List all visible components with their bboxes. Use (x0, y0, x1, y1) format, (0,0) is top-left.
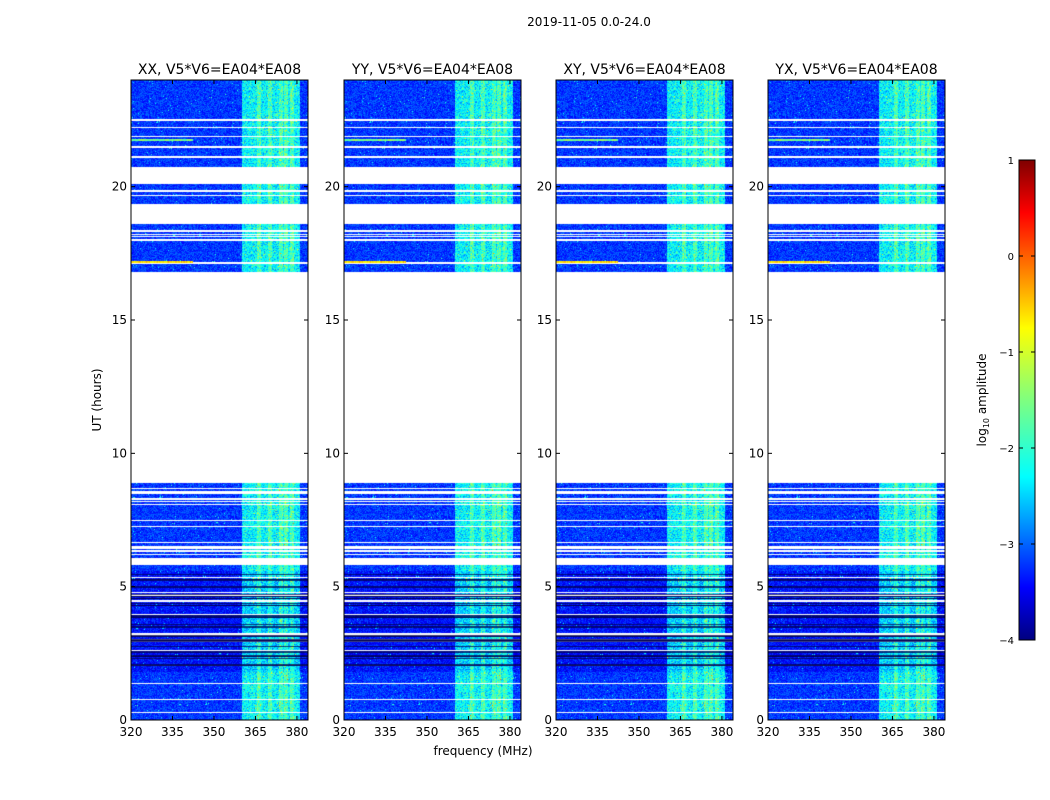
y-tick-label: 0 (756, 713, 764, 727)
colorbar-tick-label: −3 (999, 540, 1014, 551)
y-tick-label: 15 (325, 313, 340, 327)
y-tick-label: 10 (749, 446, 764, 460)
colorbar-gradient (1018, 159, 1036, 641)
y-tick-label: 15 (537, 313, 552, 327)
spectrogram-image (344, 80, 521, 720)
spectrogram-image (768, 80, 945, 720)
panel-2: XY, V5*V6=EA04*EA08 320 335 350 365 380 0 5 10 15… (537, 62, 734, 739)
y-tick-label: 5 (756, 580, 764, 594)
y-tick-label: 5 (119, 580, 127, 594)
x-tick-label: 365 (457, 725, 480, 739)
colorbar-tick-label: 1 (1008, 156, 1014, 167)
colorbar-label-sub: 10 (982, 418, 991, 428)
spectrogram-image (556, 80, 733, 720)
y-tick-label: 15 (749, 313, 764, 327)
colorbar-tick-label: 0 (1008, 252, 1014, 263)
spectrogram-image (131, 80, 308, 720)
y-tick-label: 5 (544, 580, 552, 594)
figure-title: 2019-11-05 0.0-24.0 (527, 15, 651, 29)
y-tick-label: 20 (325, 180, 340, 194)
x-tick-label: 380 (922, 725, 945, 739)
x-tick-label: 320 (333, 725, 356, 739)
colorbar-ticks: 1 0 −1 −2 −3 −4 (999, 156, 1035, 647)
colorbar-tick-label: −1 (999, 348, 1014, 359)
y-tick-label: 20 (749, 180, 764, 194)
x-tick-label: 365 (244, 725, 267, 739)
colorbar-label-main: log (975, 428, 989, 446)
y-tick-label: 5 (332, 580, 340, 594)
x-tick-label: 320 (120, 725, 143, 739)
x-tick-label: 350 (840, 725, 863, 739)
x-tick-label: 350 (203, 725, 226, 739)
panel-title: XY, V5*V6=EA04*EA08 (563, 62, 725, 78)
x-tick-label: 335 (161, 725, 184, 739)
colorbar-label: log10 amplitude (975, 354, 991, 447)
y-tick-label: 0 (119, 713, 127, 727)
y-axis-label: UT (hours) (90, 368, 104, 431)
x-tick-label: 365 (669, 725, 692, 739)
x-tick-label: 380 (498, 725, 521, 739)
x-tick-label: 320 (545, 725, 568, 739)
y-tick-label: 0 (332, 713, 340, 727)
y-tick-label: 10 (112, 446, 127, 460)
x-tick-label: 380 (710, 725, 733, 739)
x-tick-label: 350 (416, 725, 439, 739)
y-tick-label: 20 (112, 180, 127, 194)
panel-title: YY, V5*V6=EA04*EA08 (351, 62, 513, 78)
y-tick-label: 10 (325, 446, 340, 460)
x-axis-label: frequency (MHz) (433, 744, 532, 758)
x-tick-label: 380 (285, 725, 308, 739)
panel-frame (343, 79, 522, 721)
colorbar: 10−1−2−3−4 log10 amplitude (975, 156, 1036, 647)
panel-frame (130, 79, 309, 721)
panel-1: YY, V5*V6=EA04*EA08 320 335 350 365 380 0 5 10 15… (325, 62, 522, 739)
x-tick-label: 335 (798, 725, 821, 739)
panel-title: YX, V5*V6=EA04*EA08 (774, 62, 937, 78)
colorbar-label-rest: amplitude (975, 354, 989, 418)
panel-frame (767, 79, 946, 721)
panel-frame (555, 79, 734, 721)
y-tick-label: 10 (537, 446, 552, 460)
panel-title: XX, V5*V6=EA04*EA08 (138, 62, 301, 78)
x-tick-label: 335 (586, 725, 609, 739)
x-tick-label: 335 (374, 725, 397, 739)
colorbar-tick-label: −4 (999, 636, 1014, 647)
y-tick-label: 15 (112, 313, 127, 327)
y-tick-label: 20 (537, 180, 552, 194)
x-tick-label: 320 (757, 725, 780, 739)
x-tick-label: 365 (881, 725, 904, 739)
y-tick-label: 0 (544, 713, 552, 727)
colorbar-tick-label: −2 (999, 444, 1014, 455)
x-tick-label: 350 (628, 725, 651, 739)
panel-0: XX, V5*V6=EA04*EA08 320 335 350 365 380 0 5 10 15… (112, 62, 309, 739)
panels-layer: XX, V5*V6=EA04*EA08 320 335 350 365 380 0 5 10 15… (112, 62, 946, 739)
panel-3: YX, V5*V6=EA04*EA08 320 335 350 365 380 0 5 10 15… (749, 62, 946, 739)
